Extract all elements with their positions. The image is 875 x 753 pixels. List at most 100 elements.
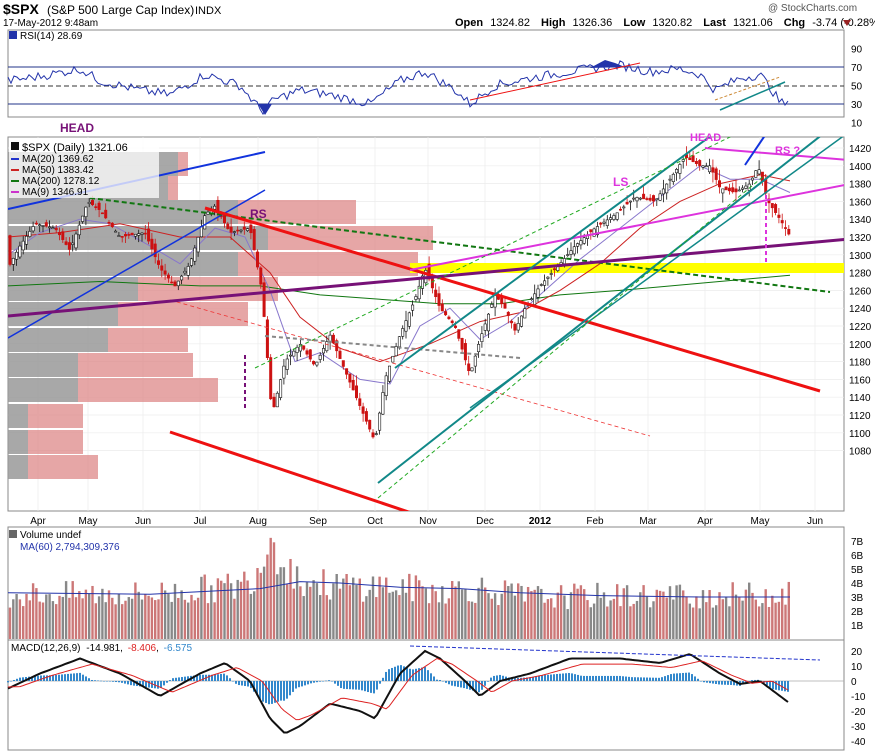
volume-bar [269,537,272,639]
candle-body [618,208,622,211]
candle-body [341,360,345,367]
macd-hist-bar [616,675,618,681]
volume-bar [767,606,771,639]
vbp-bar-gray [8,277,138,301]
macd-hist-bar [145,681,147,688]
volume-bar [460,589,464,639]
macd-hist-bar [364,681,366,692]
volume-bar [599,597,602,639]
candle-body [87,201,91,204]
macd-hist-bar [13,679,15,681]
candle-body [490,304,494,308]
x-tick-label: May [751,516,770,527]
legend-entry: MA(9) 1346.91 [22,187,89,198]
macd-hist-bar [526,677,528,681]
macd-hist-bar [142,681,144,687]
macd-hist-bar [718,681,720,685]
candle-body [160,265,164,271]
macd-hist-bar [694,676,696,681]
candle-body [661,188,665,195]
candle-body [255,251,259,268]
candle-body [407,312,411,327]
candle-body [704,165,708,168]
volume-bar [302,596,305,639]
x-tick-label: Dec [476,516,494,527]
volume-bar [665,597,668,639]
macd-hist-bar [85,676,87,681]
candle-body [711,167,715,173]
candle-body [500,296,504,305]
macd-hist-bar [589,675,591,681]
volume-bar [31,583,35,639]
macd-hist-bar [7,681,9,683]
volume-bar [282,567,286,639]
candle-body [318,354,322,360]
volume-bar [64,581,68,639]
blue-head-line [744,137,766,166]
candle-body [774,204,778,213]
macd-hist-bar [70,673,72,681]
volume-bar [213,602,216,639]
candle-body [648,197,652,201]
volume-bar [61,596,64,639]
volume-bar [216,578,220,639]
macd-hist-bar [565,673,567,681]
macd-hist-bar [787,681,789,692]
volume-bar [22,606,25,639]
volume-bar [589,607,592,639]
rsi-oversold-fill [258,104,272,115]
macd-hist-bar [79,672,81,681]
price-tick-label: 1180 [849,358,871,369]
volume-bar [507,586,510,639]
macd-line [7,649,789,734]
price-tick-label: 1240 [849,304,872,315]
red-upper-channel [204,206,821,393]
candle-body [133,233,137,237]
volume-bar [388,592,391,639]
volume-bar [691,607,695,639]
candle-body [678,164,682,174]
teal-channel-upper [394,137,711,369]
candle-body [483,323,487,331]
candle-body [338,350,342,359]
macd-hist-bar [148,681,150,688]
volume-bar [467,601,470,639]
volume-bar [517,583,520,639]
volume-bar [738,597,741,639]
price-tick-label: 1220 [849,322,872,333]
candle-body [437,293,441,306]
macd-hist-bar [712,681,714,684]
candle-body [239,229,243,232]
green-dashed-neckline [89,197,831,293]
volume-bar [196,597,200,639]
candle-body [770,203,774,209]
candle-body [348,373,352,383]
macd-hist-value: -6.575 [164,643,193,654]
candle-body [308,349,312,360]
macd-hist-bar [217,674,219,681]
volume-bar [312,580,315,639]
macd-hist-bar [409,668,411,681]
macd-hist-bar [715,681,717,684]
vbp-bar-gray [8,430,28,454]
volume-bar [147,595,150,639]
candle-body [226,223,230,229]
macd-hist-bar [232,681,234,682]
candle-body [259,267,263,285]
macd-hist-bar [289,681,291,696]
macd-hist-bar [52,675,54,681]
candle-body [717,180,721,188]
candle-body [51,227,55,230]
volume-bar [566,609,569,639]
candle-body [84,206,88,218]
macd-hist-bar [418,668,420,681]
volume-bar [513,595,517,639]
volume-bar [173,583,177,639]
volume-bar [748,582,751,639]
volume-bar [12,599,15,639]
macd-tick-label: -40 [851,737,866,748]
macd-hist-bar [187,676,189,681]
candle-body [420,275,424,289]
volume-bar [474,602,477,639]
volume-bar [299,586,302,639]
